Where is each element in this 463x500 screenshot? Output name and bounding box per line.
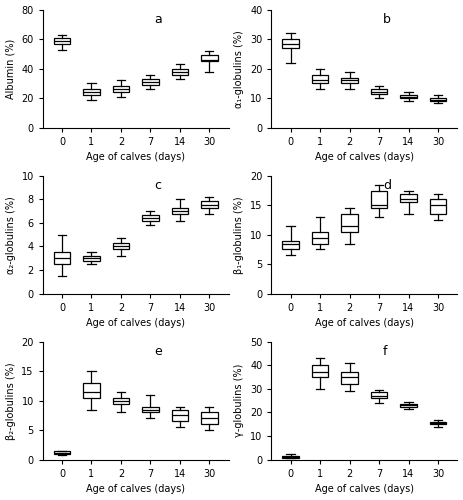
PathPatch shape — [201, 200, 218, 207]
Y-axis label: β₂-globulins (%): β₂-globulins (%) — [6, 362, 16, 440]
PathPatch shape — [83, 90, 100, 95]
PathPatch shape — [83, 383, 100, 398]
X-axis label: Age of calves (days): Age of calves (days) — [315, 152, 414, 162]
X-axis label: Age of calves (days): Age of calves (days) — [86, 318, 185, 328]
PathPatch shape — [201, 56, 218, 62]
Text: a: a — [154, 14, 162, 26]
PathPatch shape — [142, 406, 158, 412]
PathPatch shape — [282, 240, 299, 250]
Y-axis label: β₁-globulins (%): β₁-globulins (%) — [234, 196, 244, 274]
Y-axis label: Albumin (%): Albumin (%) — [6, 38, 16, 99]
PathPatch shape — [113, 243, 129, 249]
PathPatch shape — [54, 38, 70, 44]
PathPatch shape — [201, 412, 218, 424]
PathPatch shape — [400, 95, 417, 98]
Text: b: b — [383, 14, 391, 26]
PathPatch shape — [113, 86, 129, 92]
PathPatch shape — [341, 372, 357, 384]
X-axis label: Age of calves (days): Age of calves (days) — [315, 484, 414, 494]
PathPatch shape — [430, 98, 446, 101]
PathPatch shape — [282, 456, 299, 458]
PathPatch shape — [83, 256, 100, 260]
Text: f: f — [383, 346, 388, 358]
PathPatch shape — [54, 252, 70, 264]
Y-axis label: α₂-globulins (%): α₂-globulins (%) — [6, 196, 16, 274]
PathPatch shape — [371, 90, 387, 94]
X-axis label: Age of calves (days): Age of calves (days) — [86, 152, 185, 162]
PathPatch shape — [54, 452, 70, 454]
PathPatch shape — [341, 214, 357, 232]
X-axis label: Age of calves (days): Age of calves (days) — [315, 318, 414, 328]
Text: e: e — [154, 346, 162, 358]
PathPatch shape — [312, 232, 328, 243]
PathPatch shape — [371, 190, 387, 208]
PathPatch shape — [430, 422, 446, 424]
Y-axis label: γ-globulins (%): γ-globulins (%) — [234, 364, 244, 438]
PathPatch shape — [172, 208, 188, 214]
PathPatch shape — [172, 68, 188, 74]
PathPatch shape — [341, 78, 357, 84]
PathPatch shape — [400, 404, 417, 406]
PathPatch shape — [142, 214, 158, 220]
PathPatch shape — [113, 398, 129, 404]
PathPatch shape — [312, 366, 328, 377]
PathPatch shape — [282, 40, 299, 48]
Y-axis label: α₁-globulins (%): α₁-globulins (%) — [234, 30, 244, 108]
Text: c: c — [154, 180, 161, 192]
X-axis label: Age of calves (days): Age of calves (days) — [86, 484, 185, 494]
PathPatch shape — [142, 79, 158, 85]
Text: d: d — [383, 180, 391, 192]
PathPatch shape — [400, 194, 417, 202]
PathPatch shape — [172, 410, 188, 422]
PathPatch shape — [430, 200, 446, 214]
PathPatch shape — [371, 392, 387, 398]
PathPatch shape — [312, 74, 328, 84]
